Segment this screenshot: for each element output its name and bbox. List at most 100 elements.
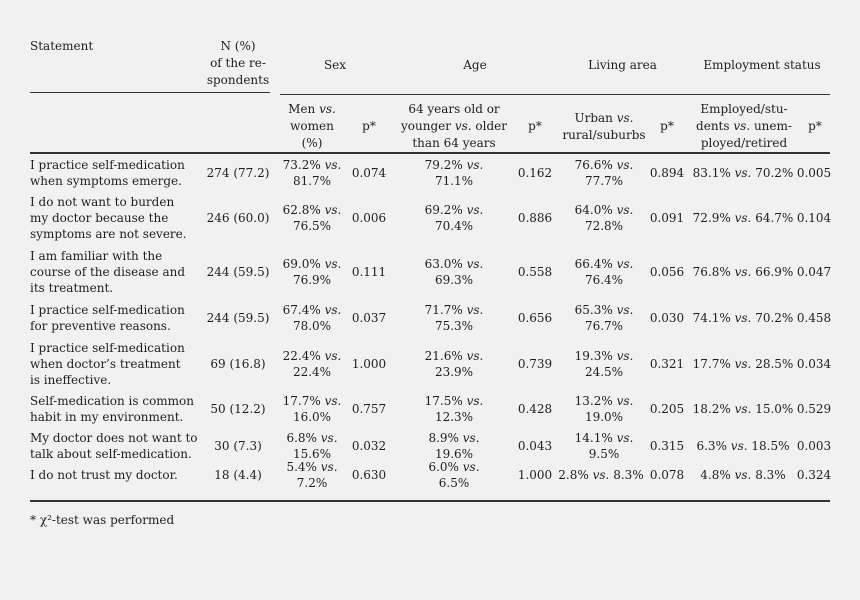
header-bottom-rule bbox=[30, 152, 830, 154]
header-n-line2: of the re- bbox=[210, 56, 266, 70]
row-sex: 6.8% vs. 15.6% bbox=[286, 431, 338, 461]
subheader-emp-p: p* bbox=[808, 119, 822, 133]
header-n-line1: N (%) bbox=[220, 39, 256, 53]
row-living: 19.3% vs. 24.5% bbox=[574, 349, 634, 379]
row-sex-p: 0.032 bbox=[351, 439, 387, 453]
row-sex: 5.4% vs. 7.2% bbox=[286, 460, 338, 490]
row-emp-p: 0.324 bbox=[796, 468, 832, 482]
row-sex-p: 0.006 bbox=[351, 211, 387, 225]
row-sex-p: 0.630 bbox=[351, 468, 387, 482]
footnote: * χ²-test was performed bbox=[30, 513, 175, 527]
row-age-p: 0.428 bbox=[517, 402, 553, 416]
row-emp-p: 0.003 bbox=[796, 439, 832, 453]
row-statement: I am familiar with the course of the dise… bbox=[30, 249, 186, 295]
row-emp: 83.1% vs. 70.2% bbox=[692, 166, 794, 180]
row-emp-p: 0.034 bbox=[796, 357, 832, 371]
subheader-age-p: p* bbox=[528, 119, 542, 133]
row-living: 66.4% vs. 76.4% bbox=[574, 257, 634, 287]
header-living: Living area bbox=[588, 58, 657, 72]
table-bottom-rule bbox=[30, 500, 830, 502]
row-sex: 22.4% vs. 22.4% bbox=[282, 349, 342, 379]
row-emp: 6.3% vs. 18.5% bbox=[696, 439, 790, 453]
row-age: 6.0% vs. 6.5% bbox=[428, 460, 480, 490]
row-age: 71.7% vs. 75.3% bbox=[424, 303, 484, 333]
row-sex-p: 0.074 bbox=[351, 166, 387, 180]
row-sex: 73.2% vs. 81.7% bbox=[282, 158, 342, 188]
row-age-p: 0.739 bbox=[517, 357, 553, 371]
row-emp: 4.8% vs. 8.3% bbox=[700, 468, 786, 482]
row-living: 14.1% vs. 9.5% bbox=[574, 431, 634, 461]
row-age-p: 0.558 bbox=[517, 265, 553, 279]
row-living-p: 0.315 bbox=[649, 439, 685, 453]
row-age-p: 0.043 bbox=[517, 439, 553, 453]
row-statement: I practice self-medication when symptoms … bbox=[30, 158, 185, 188]
row-emp-p: 0.529 bbox=[796, 402, 832, 416]
row-age-p: 1.000 bbox=[517, 468, 553, 482]
row-age: 69.2% vs. 70.4% bbox=[424, 203, 484, 233]
header-statement: Statement bbox=[30, 39, 94, 53]
row-n: 274 (77.2) bbox=[206, 166, 270, 180]
row-age-p: 0.162 bbox=[517, 166, 553, 180]
row-emp: 72.9% vs. 64.7% bbox=[692, 211, 794, 225]
row-living: 2.8% vs. 8.3% bbox=[558, 468, 644, 482]
row-age: 8.9% vs. 19.6% bbox=[428, 431, 480, 461]
row-statement: I practice self-medication for preventive… bbox=[30, 303, 185, 333]
row-living-p: 0.078 bbox=[649, 468, 685, 482]
row-sex-p: 1.000 bbox=[351, 357, 387, 371]
row-living-p: 0.056 bbox=[649, 265, 685, 279]
row-living-p: 0.321 bbox=[649, 357, 685, 371]
row-sex: 69.0% vs. 76.9% bbox=[282, 257, 342, 287]
header-subrule bbox=[280, 94, 830, 95]
row-statement: I practice self-medication when doctor’s … bbox=[30, 341, 185, 387]
header-age: Age bbox=[463, 58, 487, 72]
row-living: 64.0% vs. 72.8% bbox=[574, 203, 634, 233]
row-sex: 17.7% vs. 16.0% bbox=[282, 394, 342, 424]
row-sex-p: 0.111 bbox=[351, 265, 387, 279]
row-n: 18 (4.4) bbox=[214, 468, 262, 482]
row-n: 244 (59.5) bbox=[206, 265, 270, 279]
row-emp-p: 0.005 bbox=[796, 166, 832, 180]
row-emp-p: 0.104 bbox=[796, 211, 832, 225]
row-emp: 18.2% vs. 15.0% bbox=[692, 402, 794, 416]
row-emp-p: 0.047 bbox=[796, 265, 832, 279]
row-emp: 74.1% vs. 70.2% bbox=[692, 311, 794, 325]
row-statement: I do not trust my doctor. bbox=[30, 468, 178, 482]
subheader-living: Urban vs. rural/suburbs bbox=[562, 111, 646, 142]
row-living-p: 0.091 bbox=[649, 211, 685, 225]
subheader-sex: Men vs. women (%) bbox=[288, 102, 336, 150]
row-n: 246 (60.0) bbox=[206, 211, 270, 225]
row-n: 244 (59.5) bbox=[206, 311, 270, 325]
row-statement: My doctor does not want to talk about sel… bbox=[30, 431, 198, 461]
header-rule-left bbox=[30, 92, 270, 93]
row-n: 69 (16.8) bbox=[210, 357, 266, 371]
row-sex: 67.4% vs. 78.0% bbox=[282, 303, 342, 333]
row-age: 79.2% vs. 71.1% bbox=[424, 158, 484, 188]
row-statement: I do not want to burden my doctor because… bbox=[30, 195, 187, 241]
row-emp: 17.7% vs. 28.5% bbox=[692, 357, 794, 371]
row-living: 76.6% vs. 77.7% bbox=[574, 158, 634, 188]
row-n: 30 (7.3) bbox=[214, 439, 262, 453]
row-age-p: 0.656 bbox=[517, 311, 553, 325]
subheader-living-p: p* bbox=[660, 119, 674, 133]
row-living-p: 0.205 bbox=[649, 402, 685, 416]
row-age: 17.5% vs. 12.3% bbox=[424, 394, 484, 424]
subheader-emp: Employed/stu-dents vs. unem-ployed/retir… bbox=[696, 102, 792, 150]
header-n-line3: spondents bbox=[206, 73, 270, 87]
row-n: 50 (12.2) bbox=[210, 402, 266, 416]
row-age: 21.6% vs. 23.9% bbox=[424, 349, 484, 379]
subheader-sex-p: p* bbox=[362, 119, 376, 133]
header-employment: Employment status bbox=[703, 58, 821, 72]
row-living-p: 0.030 bbox=[649, 311, 685, 325]
row-age: 63.0% vs. 69.3% bbox=[424, 257, 484, 287]
subheader-age: 64 years old or younger vs. older than 64 … bbox=[401, 102, 507, 150]
row-age-p: 0.886 bbox=[517, 211, 553, 225]
row-statement: Self-medication is common habit in my env… bbox=[30, 394, 194, 424]
row-living-p: 0.894 bbox=[649, 166, 685, 180]
row-sex: 62.8% vs. 76.5% bbox=[282, 203, 342, 233]
row-sex-p: 0.037 bbox=[351, 311, 387, 325]
row-emp-p: 0.458 bbox=[796, 311, 832, 325]
header-sex: Sex bbox=[323, 58, 347, 72]
row-sex-p: 0.757 bbox=[351, 402, 387, 416]
row-living: 13.2% vs. 19.0% bbox=[574, 394, 634, 424]
row-living: 65.3% vs. 76.7% bbox=[574, 303, 634, 333]
